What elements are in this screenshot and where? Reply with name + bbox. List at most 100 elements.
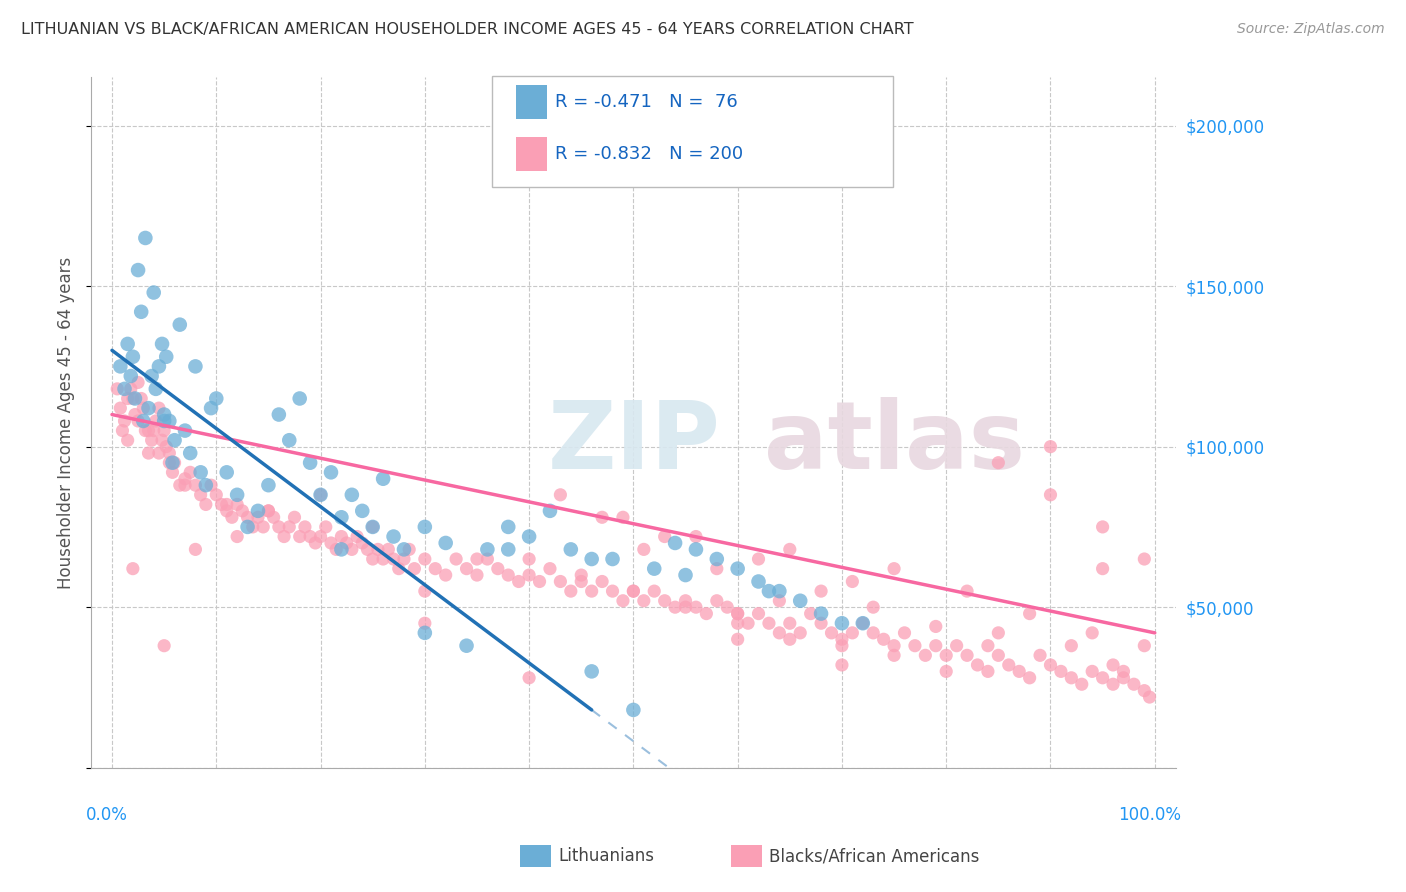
Point <box>121 392 143 406</box>
Point <box>643 562 665 576</box>
Point <box>138 446 160 460</box>
Point <box>117 337 139 351</box>
Point <box>315 520 337 534</box>
Point <box>1122 677 1144 691</box>
Point <box>319 466 342 480</box>
Point <box>257 504 280 518</box>
Point <box>174 424 197 438</box>
Point <box>465 568 488 582</box>
Point <box>612 593 634 607</box>
Point <box>157 446 180 460</box>
Text: Lithuanians: Lithuanians <box>558 847 654 865</box>
Point <box>758 616 780 631</box>
Text: 0.0%: 0.0% <box>86 805 128 823</box>
Point <box>371 552 394 566</box>
Point <box>904 639 927 653</box>
Point <box>685 600 707 615</box>
Point <box>789 625 811 640</box>
Point <box>346 530 368 544</box>
Point <box>977 665 1000 679</box>
Point <box>496 568 519 582</box>
Point <box>127 414 149 428</box>
Point <box>779 542 801 557</box>
Point <box>413 616 436 631</box>
Point <box>155 350 177 364</box>
Point <box>496 542 519 557</box>
Point <box>352 504 374 518</box>
Point <box>591 574 613 589</box>
Point <box>925 639 948 653</box>
Point <box>779 616 801 631</box>
Point <box>120 369 142 384</box>
Point <box>1039 440 1062 454</box>
Point <box>654 593 676 607</box>
Point <box>153 414 176 428</box>
Point <box>361 520 384 534</box>
Point <box>200 401 222 416</box>
Point <box>1133 639 1156 653</box>
Point <box>392 542 415 557</box>
Point <box>205 488 228 502</box>
Point <box>727 632 749 647</box>
Point <box>1112 671 1135 685</box>
Point <box>675 593 697 607</box>
Point <box>675 600 697 615</box>
Point <box>236 510 259 524</box>
Point <box>257 478 280 492</box>
Point <box>179 466 201 480</box>
Point <box>267 408 290 422</box>
Point <box>675 568 697 582</box>
Point <box>456 562 478 576</box>
Point <box>169 478 191 492</box>
Point <box>987 648 1010 663</box>
Point <box>1029 648 1052 663</box>
Point <box>294 520 316 534</box>
Point <box>278 520 301 534</box>
Point <box>831 616 853 631</box>
Point <box>153 408 176 422</box>
Point <box>456 639 478 653</box>
Point <box>654 530 676 544</box>
Point <box>132 414 155 428</box>
Point <box>643 584 665 599</box>
Text: R = -0.471   N =  76: R = -0.471 N = 76 <box>555 94 738 112</box>
Point <box>1081 625 1104 640</box>
Point <box>388 562 411 576</box>
Point <box>434 568 457 582</box>
Point <box>110 401 132 416</box>
Point <box>157 414 180 428</box>
Point <box>810 607 832 621</box>
Point <box>377 542 399 557</box>
Text: LITHUANIAN VS BLACK/AFRICAN AMERICAN HOUSEHOLDER INCOME AGES 45 - 64 YEARS CORRE: LITHUANIAN VS BLACK/AFRICAN AMERICAN HOU… <box>21 22 914 37</box>
Point <box>1139 690 1161 704</box>
Point <box>283 510 305 524</box>
Point <box>184 359 207 374</box>
Point <box>190 488 212 502</box>
Point <box>340 542 363 557</box>
Point <box>148 446 170 460</box>
Point <box>114 414 136 428</box>
Point <box>153 639 176 653</box>
Point <box>330 542 353 557</box>
Point <box>1070 677 1092 691</box>
Point <box>685 530 707 544</box>
Point <box>111 424 134 438</box>
Point <box>242 520 264 534</box>
Point <box>997 657 1019 672</box>
Point <box>1091 671 1114 685</box>
Point <box>789 593 811 607</box>
Point <box>1081 665 1104 679</box>
Point <box>226 498 249 512</box>
Point <box>810 584 832 599</box>
Point <box>309 488 332 502</box>
Point <box>872 632 894 647</box>
Point <box>800 607 823 621</box>
Point <box>914 648 936 663</box>
Point <box>398 542 420 557</box>
Point <box>211 498 233 512</box>
Point <box>841 625 863 640</box>
Point <box>190 466 212 480</box>
Point <box>477 552 499 566</box>
Point <box>299 530 322 544</box>
Point <box>1039 657 1062 672</box>
